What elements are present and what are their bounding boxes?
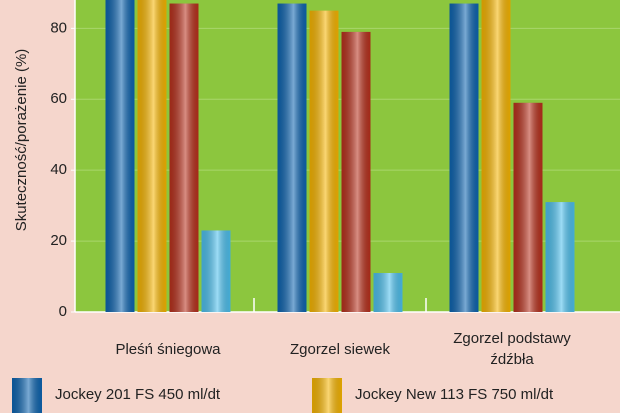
bar-shine — [449, 3, 479, 312]
bar-shine — [373, 273, 403, 312]
y-tick-label: 0 — [59, 303, 67, 320]
legend-swatch-shine — [12, 378, 42, 413]
x-tick-label: Zgorzel podstawy źdźbła — [453, 330, 571, 368]
y-tick-label: 40 — [50, 161, 67, 178]
y-tick-label: 80 — [50, 19, 67, 36]
bar-shine — [201, 230, 231, 312]
bar-shine — [277, 3, 307, 312]
x-tick-label: Pleśń śniegowa — [115, 341, 221, 358]
bar-shine — [309, 10, 339, 312]
bar-shine — [481, 0, 511, 312]
legend-swatch-shine — [312, 378, 342, 413]
legend-label: Jockey New 113 FS 750 ml/dt — [355, 386, 554, 403]
legend-label: Jockey 201 FS 450 ml/dt — [55, 386, 221, 403]
y-axis-label: Skuteczność/porażenie (%) — [13, 49, 30, 232]
bar-shine — [105, 0, 135, 312]
bar-shine — [169, 3, 199, 312]
y-tick-label: 20 — [50, 232, 67, 249]
bar-shine — [137, 0, 167, 312]
bar-shine — [545, 202, 575, 312]
y-tick-label: 60 — [50, 90, 67, 107]
bar-shine — [513, 102, 543, 312]
x-tick-label: Zgorzel siewek — [289, 341, 391, 358]
bars — [105, 0, 575, 312]
bar-shine — [341, 31, 371, 312]
